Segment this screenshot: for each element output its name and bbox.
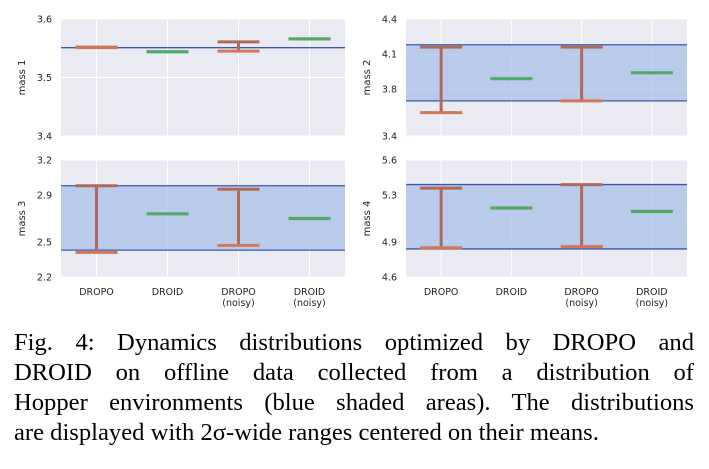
caption-line-2: DROID on offline data collected from a d… <box>14 359 694 386</box>
x-tick-label: (noisy) <box>222 298 254 309</box>
figure-caption: Fig. 4: Dynamics distributions optimized… <box>14 328 694 448</box>
y-axis-label: mass 3 <box>17 201 28 237</box>
y-tick-label: 3.4 <box>37 132 52 143</box>
x-tick-label: (noisy) <box>636 298 668 309</box>
y-tick-label: 5.6 <box>382 156 397 167</box>
y-tick-label: 4.6 <box>382 273 397 284</box>
x-tick-label: DROID <box>152 287 184 298</box>
x-tick-label: DROPO <box>564 287 599 298</box>
x-tick-label: DROPO <box>79 287 114 298</box>
caption-line-3: Hopper environments (blue shaded areas).… <box>14 389 694 416</box>
chart-panel-1: 3.4 3.5 3.6 mass 1 <box>17 15 345 143</box>
y-tick-label: 3.6 <box>37 15 52 26</box>
x-tick-label: DROPO <box>424 287 459 298</box>
y-tick-label: 3.5 <box>37 73 52 84</box>
caption-line-1: Fig. 4: Dynamics distributions optimized… <box>14 329 694 356</box>
x-tick-label: DROID <box>294 287 326 298</box>
figure-chart-grid: 3.4 3.5 3.6 mass 1 3.4 3.8 4.1 4.4 mass 2 2.2 2.5 2… <box>17 15 687 309</box>
y-tick-label: 2.2 <box>37 273 52 284</box>
chart-panel-2: 3.4 3.8 4.1 4.4 mass 2 <box>362 15 687 143</box>
x-tick-label: (noisy) <box>293 298 325 309</box>
y-axis-label: mass 4 <box>362 201 373 237</box>
y-tick-label: 4.1 <box>382 50 397 61</box>
target-band <box>406 184 687 249</box>
y-tick-label: 3.2 <box>37 156 52 167</box>
x-tick-label: (noisy) <box>565 298 597 309</box>
y-tick-label: 3.8 <box>382 85 397 96</box>
y-axis-label: mass 1 <box>17 60 28 96</box>
y-tick-label: 2.5 <box>37 237 52 248</box>
y-tick-label: 4.4 <box>382 15 397 26</box>
y-axis-label: mass 2 <box>362 60 373 96</box>
x-tick-label: DROID <box>636 287 668 298</box>
y-tick-label: 3.4 <box>382 132 397 143</box>
y-tick-label: 2.9 <box>37 191 52 202</box>
y-tick-label: 4.9 <box>382 237 397 248</box>
caption-line-4: are displayed with 2σ-wide ranges center… <box>14 419 599 446</box>
x-tick-label: DROID <box>496 287 528 298</box>
x-tick-label: DROPO <box>221 287 256 298</box>
y-tick-label: 5.3 <box>382 191 397 202</box>
